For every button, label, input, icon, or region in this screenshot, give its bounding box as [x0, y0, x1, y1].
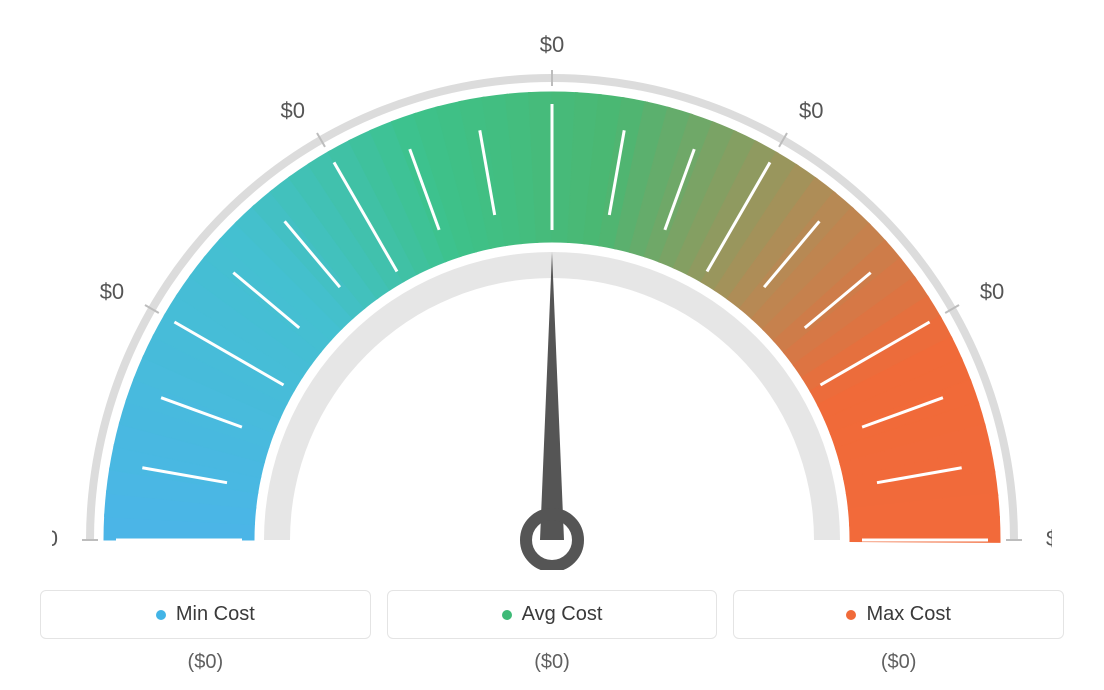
legend-title-min: Min Cost: [40, 590, 371, 639]
legend-value-max: ($0): [733, 651, 1064, 674]
legend-card-avg: Avg Cost ($0): [387, 590, 718, 674]
legend-label-max: Max Cost: [866, 603, 950, 626]
legend-label-min: Min Cost: [176, 603, 255, 626]
legend-dot-avg: [502, 610, 512, 620]
gauge-tick-label: $0: [799, 98, 823, 123]
legend-card-max: Max Cost ($0): [733, 590, 1064, 674]
legend: Min Cost ($0) Avg Cost ($0) Max Cost ($0…: [40, 590, 1064, 674]
cost-gauge: $0 $0 $0 $0 $0 $0 $0: [52, 10, 1052, 570]
legend-title-max: Max Cost: [733, 590, 1064, 639]
legend-dot-min: [156, 610, 166, 620]
gauge-tick-label: $0: [281, 98, 305, 123]
legend-card-min: Min Cost ($0): [40, 590, 371, 674]
legend-label-avg: Avg Cost: [522, 603, 603, 626]
gauge-tick-label: $0: [52, 526, 58, 551]
legend-dot-max: [846, 610, 856, 620]
legend-value-avg: ($0): [387, 651, 718, 674]
gauge-tick-label: $0: [1046, 526, 1052, 551]
gauge-needle: [540, 252, 564, 540]
gauge-tick-label: $0: [540, 32, 564, 57]
gauge-tick-label: $0: [980, 279, 1004, 304]
gauge-svg: $0 $0 $0 $0 $0 $0 $0: [52, 10, 1052, 570]
legend-value-min: ($0): [40, 651, 371, 674]
legend-title-avg: Avg Cost: [387, 590, 718, 639]
gauge-tick-label: $0: [100, 279, 124, 304]
